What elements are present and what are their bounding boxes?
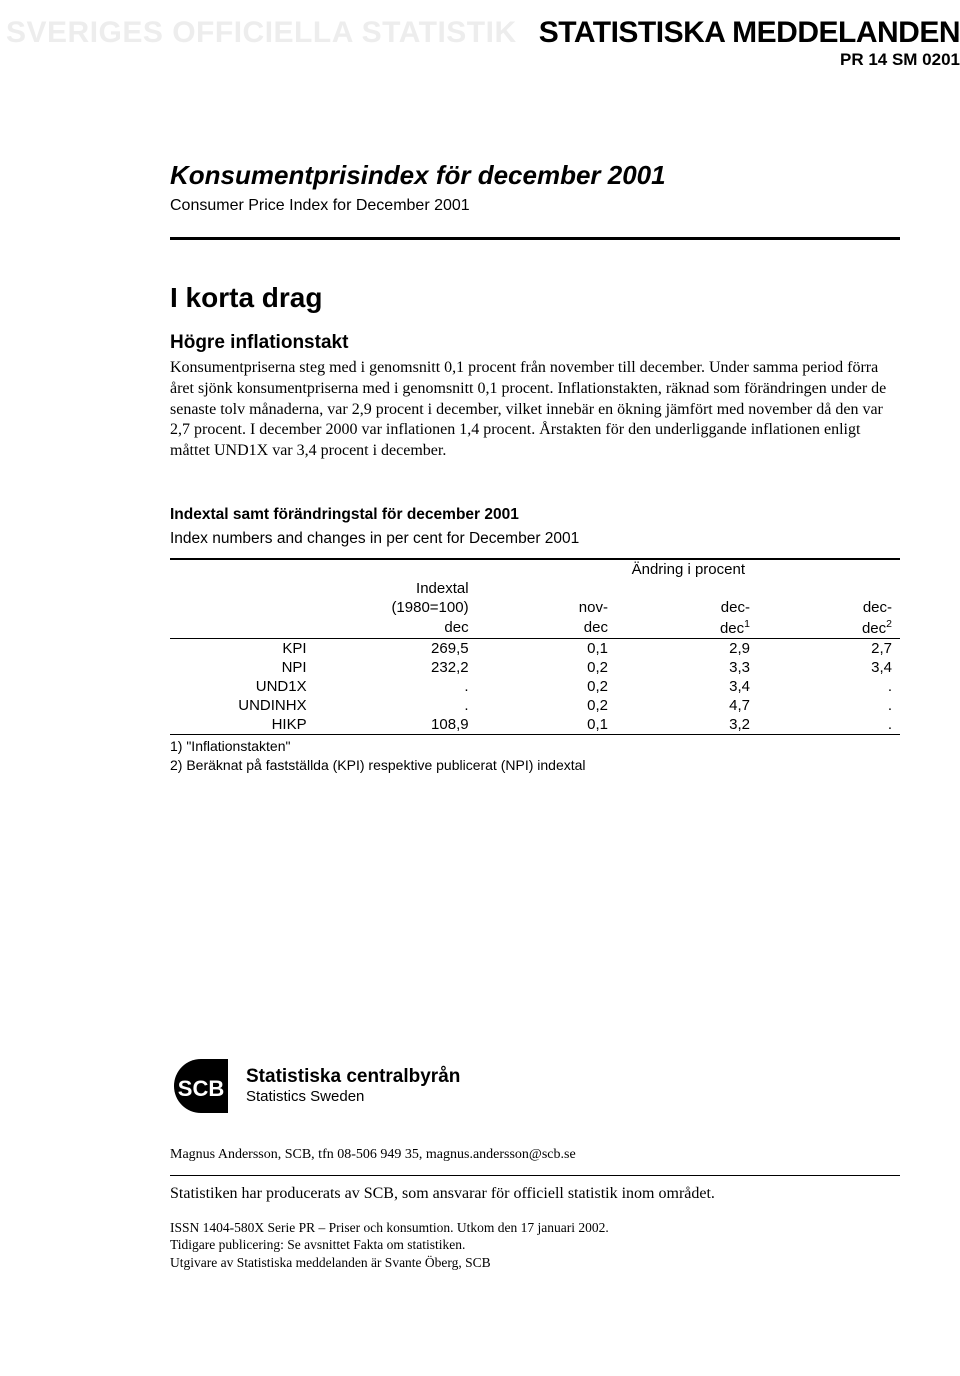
row-value: 0,1 (477, 638, 616, 658)
issn-line-1: ISSN 1404-580X Serie PR – Priser och kon… (170, 1219, 900, 1237)
row-label: HIKP (170, 715, 331, 735)
row-value: . (758, 715, 900, 735)
table-row: KPI269,50,12,92,7 (170, 638, 900, 658)
row-label: UNDINHX (170, 696, 331, 715)
row-value: 0,2 (477, 677, 616, 696)
col2-l2: dec1 (616, 617, 758, 639)
row-value: . (758, 696, 900, 715)
row-value: 3,3 (616, 658, 758, 677)
footnote-2: 2) Beräknat på fastställda (KPI) respekt… (170, 756, 900, 775)
publication-banner: SVERIGES OFFICIELLA STATISTIK STATISTISK… (0, 18, 960, 48)
row-label: NPI (170, 658, 331, 677)
logo-name-en: Statistics Sweden (246, 1088, 460, 1105)
row-value: 0,2 (477, 658, 616, 677)
body-paragraph: Konsumentpriserna steg med i genomsnitt … (170, 358, 900, 462)
document-title-en: Consumer Price Index for December 2001 (170, 197, 900, 215)
scb-logo-block: SCB Statistiska centralbyrån Statistics … (170, 1055, 900, 1117)
table-row: HIKP108,90,13,2. (170, 715, 900, 735)
index-table-block: Indextal samt förändringstal för decembe… (170, 506, 900, 775)
index-table: Ändring i procent Indextal (1980=100) no… (170, 558, 900, 735)
row-value: 3,2 (616, 715, 758, 735)
row-value: 3,4 (616, 677, 758, 696)
row-label: UND1X (170, 677, 331, 696)
scb-logo-icon: SCB (170, 1055, 232, 1117)
row-value: 2,7 (758, 638, 900, 658)
publication-code: PR 14 SM 0201 (60, 50, 960, 70)
row-value: . (331, 696, 477, 715)
table-row: UNDINHX.0,24,7. (170, 696, 900, 715)
table-footnotes: 1) "Inflationstakten" 2) Beräknat på fas… (170, 737, 900, 775)
producer-statement: Statistiken har producerats av SCB, som … (170, 1184, 900, 1205)
issn-block: ISSN 1404-580X Serie PR – Priser och kon… (170, 1219, 900, 1272)
banner-left: SVERIGES OFFICIELLA STATISTIK (6, 18, 517, 48)
col3-l2: dec2 (758, 617, 900, 639)
contact-divider (170, 1175, 900, 1176)
row-value: 3,4 (758, 658, 900, 677)
section-heading: I korta drag (170, 282, 900, 314)
col-index-l1: Indextal (331, 579, 477, 598)
table-title-sv: Indextal samt förändringstal för decembe… (170, 506, 900, 524)
svg-text:SCB: SCB (178, 1076, 224, 1101)
row-value: 232,2 (331, 658, 477, 677)
col1-l2: dec (477, 617, 616, 639)
footnote-1: 1) "Inflationstakten" (170, 737, 900, 756)
logo-name-sv: Statistiska centralbyrån (246, 1067, 460, 1088)
row-value: . (758, 677, 900, 696)
row-value: 2,9 (616, 638, 758, 658)
col-index-l3: dec (331, 617, 477, 639)
col1-l1: nov- (477, 598, 616, 617)
row-value: . (331, 677, 477, 696)
document-title-sv: Konsumentprisindex för december 2001 (170, 160, 900, 191)
paragraph-heading: Högre inflationstakt (170, 332, 900, 354)
col3-l1: dec- (758, 598, 900, 617)
col-index-l2: (1980=100) (331, 598, 477, 617)
title-divider (170, 237, 900, 240)
row-value: 4,7 (616, 696, 758, 715)
issn-line-3: Utgivare av Statistiska meddelanden är S… (170, 1254, 900, 1272)
issn-line-2: Tidigare publicering: Se avsnittet Fakta… (170, 1236, 900, 1254)
row-value: 0,2 (477, 696, 616, 715)
table-group-header: Ändring i procent (477, 559, 900, 579)
row-value: 108,9 (331, 715, 477, 735)
table-row: NPI232,20,23,33,4 (170, 658, 900, 677)
table-title-en: Index numbers and changes in per cent fo… (170, 530, 900, 548)
banner-right: STATISTISKA MEDDELANDEN (539, 18, 960, 48)
row-value: 0,1 (477, 715, 616, 735)
row-value: 269,5 (331, 638, 477, 658)
row-label: KPI (170, 638, 331, 658)
col2-l1: dec- (616, 598, 758, 617)
table-row: UND1X.0,23,4. (170, 677, 900, 696)
contact-line: Magnus Andersson, SCB, tfn 08-506 949 35… (170, 1147, 900, 1163)
